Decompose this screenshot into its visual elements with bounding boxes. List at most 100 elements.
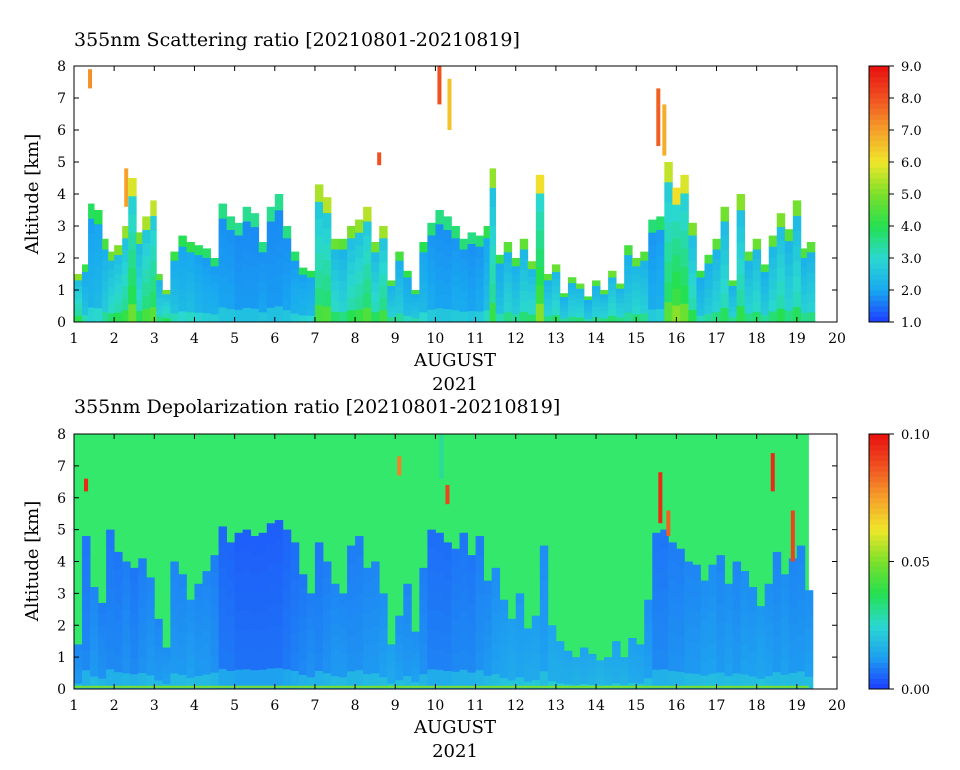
heatmap-cell <box>387 661 396 667</box>
heatmap-cell <box>772 671 782 689</box>
heatmap-cell <box>559 307 569 312</box>
heatmap-cell <box>314 304 324 322</box>
heatmap-cell <box>150 291 157 308</box>
colorbar-swatch <box>869 566 889 573</box>
heatmap-cell <box>567 310 577 317</box>
heatmap-cell <box>551 293 561 301</box>
heatmap-cell <box>748 625 758 639</box>
heatmap-cell <box>688 235 697 248</box>
colorbar-tick-label: 5.0 <box>901 188 922 203</box>
heatmap-cell <box>443 615 452 635</box>
heatmap-column <box>411 631 420 689</box>
colorbar-swatch <box>869 455 889 461</box>
heatmap-cell <box>154 636 163 646</box>
heatmap-column <box>258 242 268 322</box>
heatmap-cell <box>355 219 364 233</box>
aloft-feature <box>439 434 444 479</box>
heatmap-cell <box>114 264 123 275</box>
colorbar-swatch <box>869 556 889 562</box>
heatmap-cell <box>395 634 404 644</box>
heatmap-cell <box>680 285 689 304</box>
heatmap-cell <box>122 238 129 251</box>
x-tick-label: 16 <box>667 331 685 347</box>
heatmap-cell <box>459 280 468 292</box>
heatmap-cell <box>355 574 364 594</box>
heatmap-cell <box>588 675 597 681</box>
heatmap-column <box>491 567 501 689</box>
heatmap-cell <box>567 288 577 295</box>
y-tick-label: 6 <box>57 491 66 507</box>
heatmap-column <box>387 644 396 689</box>
heatmap-cell <box>395 670 404 681</box>
heatmap-cell <box>503 312 513 322</box>
heatmap-cell <box>664 202 673 223</box>
heatmap-cell <box>90 650 99 664</box>
heatmap-cell <box>475 300 485 312</box>
heatmap-cell <box>756 647 766 659</box>
heatmap-cell <box>142 216 151 230</box>
heatmap-cell <box>624 312 633 322</box>
heatmap-column <box>600 290 609 322</box>
heatmap-cell <box>692 611 701 628</box>
heatmap-cell <box>708 657 717 674</box>
colorbar-tick-label: 4.0 <box>901 220 922 235</box>
heatmap-cell <box>128 250 137 269</box>
heatmap-cell <box>218 628 227 649</box>
heatmap-cell <box>419 598 428 614</box>
heatmap-cell <box>784 275 794 288</box>
heatmap-cell <box>684 561 693 578</box>
colorbar-swatch <box>869 194 889 200</box>
heatmap-column <box>178 574 187 689</box>
heatmap-cell <box>314 652 324 671</box>
heatmap-cell <box>467 638 476 656</box>
colorbar-swatch <box>869 220 889 227</box>
heatmap-column <box>150 200 157 322</box>
heatmap-cell <box>258 292 268 303</box>
heatmap-cell <box>234 610 244 631</box>
heatmap-column <box>298 267 308 322</box>
heatmap-cell <box>178 235 187 247</box>
heatmap-cell <box>688 309 697 322</box>
heatmap-cell <box>688 247 697 261</box>
heatmap-cell <box>451 583 460 602</box>
heatmap-cell <box>403 662 412 677</box>
colorbar-swatch <box>869 476 889 483</box>
heatmap-cell <box>656 269 665 283</box>
heatmap-cell <box>708 564 717 581</box>
heatmap-cell <box>768 257 778 269</box>
heatmap-cell <box>339 629 348 642</box>
heatmap-cell <box>234 309 244 322</box>
heatmap-cell <box>443 652 452 671</box>
heatmap-cell <box>322 244 332 260</box>
heatmap-cell <box>347 635 356 654</box>
heatmap-cell <box>692 626 701 643</box>
heatmap-cell <box>527 314 537 322</box>
heatmap-cell <box>563 665 573 671</box>
colorbar-swatch <box>869 306 889 312</box>
heatmap-cell <box>403 583 412 598</box>
plot-area <box>74 66 816 322</box>
heatmap-column <box>395 615 404 689</box>
heatmap-column <box>250 213 260 322</box>
heatmap-cell <box>331 596 340 611</box>
heatmap-cell <box>274 258 284 275</box>
heatmap-column <box>539 545 549 689</box>
heatmap-cell <box>210 638 219 656</box>
heatmap-cell <box>451 298 460 311</box>
heatmap-cell <box>547 641 557 650</box>
heatmap-cell <box>806 302 816 313</box>
heatmap-cell <box>102 270 109 281</box>
heatmap-cell <box>535 285 545 304</box>
heatmap-cell <box>306 641 316 654</box>
heatmap-cell <box>499 644 509 656</box>
heatmap-cell <box>584 296 593 300</box>
heatmap-cell <box>379 677 388 689</box>
heatmap-cell <box>784 298 794 311</box>
heatmap-cell <box>114 671 123 689</box>
heatmap-cell <box>194 623 203 637</box>
heatmap-cell <box>596 660 605 665</box>
heatmap-column <box>459 532 468 689</box>
heatmap-column <box>519 238 529 322</box>
heatmap-cell <box>94 252 103 267</box>
aloft-feature <box>124 168 129 207</box>
